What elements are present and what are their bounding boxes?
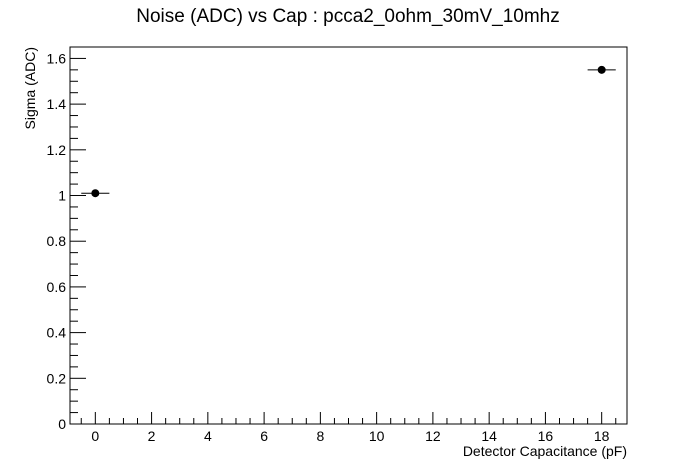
x-axis-label: Detector Capacitance (pF) — [463, 443, 627, 459]
y-tick-label: 1.6 — [47, 50, 67, 66]
y-tick-label: 0 — [58, 416, 66, 432]
x-tick-label: 18 — [594, 428, 610, 444]
x-tick-label: 12 — [425, 428, 441, 444]
chart-title: Noise (ADC) vs Cap : pcca2_0ohm_30mV_10m… — [136, 6, 559, 27]
data-point — [91, 189, 100, 198]
y-tick-label: 1 — [58, 188, 66, 204]
x-tick-label: 14 — [481, 428, 497, 444]
x-axis: 0 2 4 6 8 10 12 14 16 18 — [80, 412, 617, 444]
x-tick-label: 4 — [204, 428, 212, 444]
y-tick-label: 0.4 — [47, 325, 67, 341]
data-points — [81, 65, 616, 198]
data-point — [597, 65, 606, 74]
y-axis-label: Sigma (ADC) — [22, 47, 38, 129]
y-axis: 0 0.2 0.4 0.6 0.8 1 1.2 1.4 1.6 — [47, 46, 86, 432]
y-tick-label: 1.4 — [47, 96, 67, 112]
x-tick-label: 16 — [538, 428, 554, 444]
x-tick-label: 2 — [148, 428, 156, 444]
x-tick-label: 0 — [91, 428, 99, 444]
y-tick-label: 0.8 — [47, 233, 67, 249]
y-tick-label: 0.6 — [47, 279, 67, 295]
y-tick-label: 1.2 — [47, 142, 67, 158]
x-tick-label: 8 — [316, 428, 324, 444]
x-tick-label: 6 — [260, 428, 268, 444]
x-tick-label: 10 — [369, 428, 385, 444]
y-tick-label: 0.2 — [47, 370, 67, 386]
